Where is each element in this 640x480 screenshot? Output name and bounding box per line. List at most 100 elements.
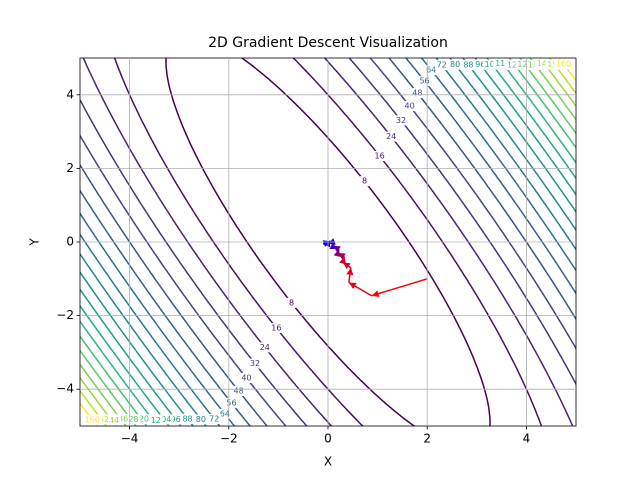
contour-label-bg bbox=[434, 60, 449, 71]
contour-label-bg bbox=[393, 115, 408, 126]
contour-label: 144 bbox=[104, 416, 119, 425]
contour-label: 56 bbox=[226, 398, 236, 407]
contour-label-group: 48 bbox=[410, 88, 425, 99]
contour-label: 96 bbox=[171, 415, 181, 424]
contour-label-group: 40 bbox=[239, 372, 254, 383]
contour-label-bg bbox=[207, 413, 222, 424]
descent-step bbox=[346, 267, 354, 283]
contour-label-bg bbox=[82, 414, 102, 425]
contour-label-group: 48 bbox=[231, 385, 246, 396]
contour-label-group: 32 bbox=[248, 358, 263, 369]
contour-label-bg bbox=[154, 414, 174, 425]
contour-label-group: 88 bbox=[180, 413, 195, 424]
contour-label-bg bbox=[448, 59, 463, 70]
contour-label-bg bbox=[493, 58, 513, 69]
contour-label-bg bbox=[287, 297, 297, 308]
descent-step bbox=[371, 278, 428, 298]
x-tick-label: 0 bbox=[324, 432, 332, 446]
contour-label: 24 bbox=[386, 132, 396, 141]
contour-label-group: 80 bbox=[193, 414, 208, 425]
descent-arrowhead bbox=[339, 256, 346, 265]
contour-label: 56 bbox=[419, 77, 429, 86]
contour-label: 104 bbox=[485, 60, 500, 69]
y-axis-label: Y bbox=[28, 238, 42, 247]
contour-label-bg bbox=[417, 76, 432, 87]
contour-label: 40 bbox=[404, 102, 414, 111]
contour-label-bg bbox=[180, 413, 195, 424]
contour-label-group: 64 bbox=[424, 65, 439, 76]
contour-label: 16 bbox=[271, 323, 281, 332]
x-axis-label: X bbox=[324, 455, 332, 469]
contour-label-bg bbox=[424, 65, 439, 76]
contour-label-group: 128 bbox=[515, 59, 535, 70]
descent-step bbox=[339, 256, 346, 265]
contour-label: 8 bbox=[362, 177, 367, 186]
contour-label-group: 16 bbox=[372, 151, 387, 162]
contour-label: 128 bbox=[123, 415, 138, 424]
contour-label-group: 96 bbox=[473, 59, 488, 70]
contour-label: 80 bbox=[450, 60, 460, 69]
descent-arrowhead bbox=[371, 290, 380, 298]
contour-label: 32 bbox=[250, 359, 260, 368]
contour-label-group: 144 bbox=[534, 58, 554, 69]
x-tick-label: 2 bbox=[423, 432, 431, 446]
contour-label-bg bbox=[168, 414, 183, 425]
contour-label-bg bbox=[217, 408, 232, 419]
contour-label: 160 bbox=[556, 60, 571, 69]
contour-label-bg bbox=[384, 131, 399, 142]
contour-label-bg bbox=[193, 414, 208, 425]
descent-arrowhead bbox=[346, 267, 354, 276]
contour-line bbox=[80, 58, 576, 426]
contour-label-bg bbox=[473, 59, 488, 70]
contour-label: 112 bbox=[495, 59, 510, 68]
contour-label-group: 24 bbox=[384, 131, 399, 142]
contour-label: 48 bbox=[234, 386, 244, 395]
descent-step bbox=[333, 249, 341, 258]
x-tick-label: −2 bbox=[220, 432, 238, 446]
contour-label: 160 bbox=[85, 415, 100, 424]
descent-step bbox=[348, 281, 373, 297]
contour-label-bg bbox=[121, 414, 141, 425]
contour-label: 32 bbox=[396, 116, 406, 125]
y-tick-label: −4 bbox=[56, 382, 74, 396]
contour-label: 8 bbox=[289, 298, 294, 307]
contour-label-bg bbox=[359, 176, 369, 187]
contour-label-group: 72 bbox=[434, 60, 449, 71]
contour-label-group: 120 bbox=[505, 59, 525, 70]
contour-label-group: 80 bbox=[448, 59, 463, 70]
contour-label-bg bbox=[231, 385, 246, 396]
descent-arrowhead bbox=[333, 249, 341, 258]
contour-label-group: 104 bbox=[154, 414, 174, 425]
contour-label-bg bbox=[410, 88, 425, 99]
chart-title: 2D Gradient Descent Visualization bbox=[208, 35, 448, 51]
contour-label-group: 40 bbox=[402, 101, 417, 112]
contour-label-group: 96 bbox=[168, 414, 183, 425]
y-tick-label: 0 bbox=[66, 235, 74, 249]
contour-label: 112 bbox=[146, 416, 161, 425]
contour-label-group: 112 bbox=[493, 58, 513, 69]
contour-label: 96 bbox=[475, 60, 485, 69]
contour-label-bg bbox=[402, 101, 417, 112]
contour-label: 144 bbox=[537, 59, 552, 68]
descent-arrowhead bbox=[348, 282, 357, 290]
y-tick-label: 4 bbox=[66, 87, 74, 101]
contour-label-group: 8 bbox=[359, 176, 369, 187]
contour-label-bg bbox=[372, 151, 387, 162]
contour-label-bg bbox=[534, 58, 554, 69]
contour-label-group: 56 bbox=[417, 76, 432, 87]
contour-label: 16 bbox=[375, 152, 385, 161]
